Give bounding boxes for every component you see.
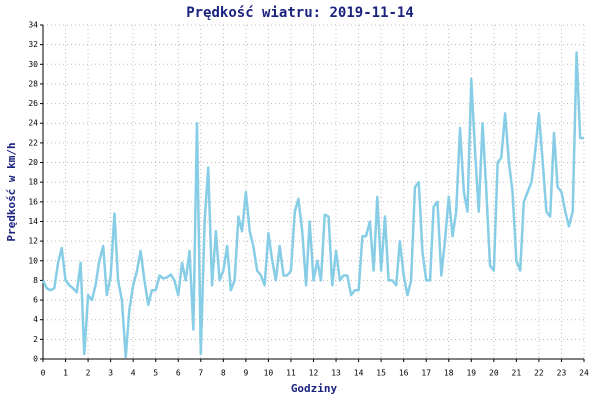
x-tick-label: 14 (354, 369, 364, 378)
y-tick-label: 18 (28, 178, 38, 187)
y-tick-label: 20 (28, 158, 38, 167)
y-axis-label: Prędkość w km/h (5, 142, 18, 241)
x-tick-label: 13 (331, 369, 341, 378)
chart-title: Prędkość wiatru: 2019-11-14 (186, 5, 414, 21)
y-tick-label: 16 (28, 197, 38, 206)
x-tick-label: 24 (579, 369, 589, 378)
x-axis-label: Godziny (291, 382, 338, 395)
x-tick-label: 23 (557, 369, 567, 378)
y-tick-label: 34 (28, 21, 38, 30)
line (41, 51, 584, 359)
y-tick-label: 26 (28, 99, 38, 108)
x-tick-label: 19 (466, 369, 476, 378)
x-tick-label: 7 (198, 369, 203, 378)
y-tick-label: 0 (33, 355, 38, 364)
y-tick-label: 22 (28, 138, 38, 147)
x-tick-label: 1 (63, 369, 68, 378)
x-tick-label: 15 (376, 369, 386, 378)
x-tick-label: 3 (108, 369, 113, 378)
y-tick-label: 14 (28, 217, 38, 226)
x-tick-label: 5 (153, 369, 158, 378)
x-tick-label: 17 (421, 369, 431, 378)
x-tick-label: 4 (131, 369, 136, 378)
x-tick-label: 8 (221, 369, 226, 378)
y-tick-label: 4 (33, 315, 38, 324)
y-tick-label: 8 (33, 276, 38, 285)
x-tick-label: 0 (41, 369, 46, 378)
x-tick-label: 10 (264, 369, 274, 378)
x-tick-label: 11 (286, 369, 296, 378)
x-tick-label: 6 (176, 369, 181, 378)
x-tick-label: 12 (309, 369, 319, 378)
x-tick-label: 16 (399, 369, 409, 378)
x-tick-label: 22 (534, 369, 544, 378)
y-tick-label: 10 (28, 256, 38, 265)
x-tick-label: 2 (86, 369, 91, 378)
x-tick-label: 21 (512, 369, 522, 378)
y-tick-label: 6 (33, 296, 38, 305)
x-tick-label: 18 (444, 369, 454, 378)
y-tick-label: 12 (28, 237, 38, 246)
y-tick-label: 32 (28, 40, 38, 49)
y-tick-label: 24 (28, 119, 38, 128)
y-tick-label: 2 (33, 335, 38, 344)
x-tick-label: 20 (489, 369, 499, 378)
x-tick-label: 9 (243, 369, 248, 378)
y-tick-label: 28 (28, 79, 38, 88)
y-tick-label: 30 (28, 60, 38, 69)
